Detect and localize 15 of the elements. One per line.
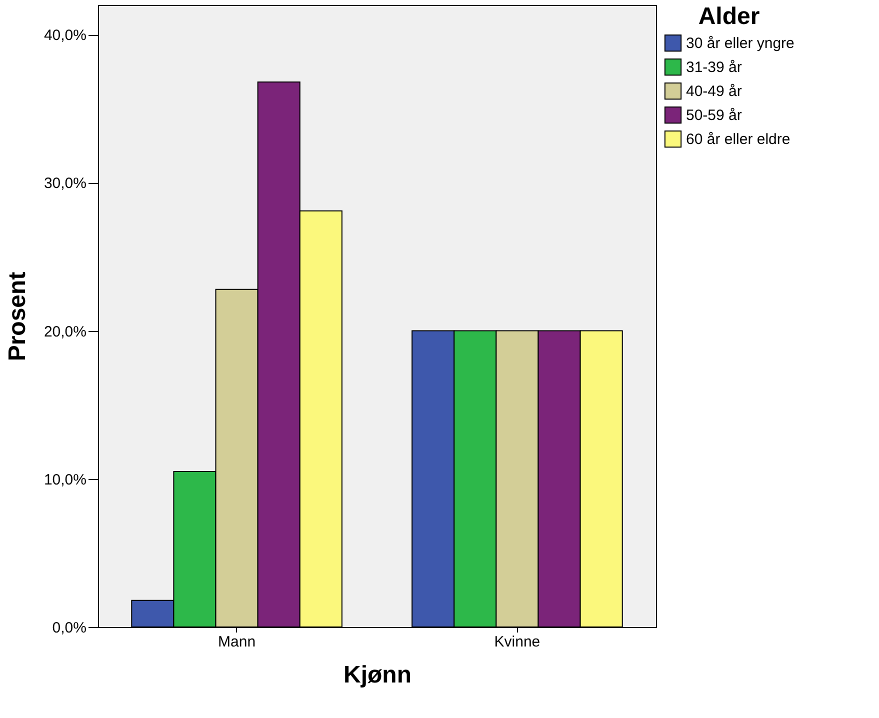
legend-label: 40-49 år: [686, 83, 742, 100]
legend-label: 60 år eller eldre: [686, 131, 790, 148]
legend-label: 50-59 år: [686, 107, 742, 124]
x-tick-label: Mann: [218, 634, 256, 650]
y-axis-title: Prosent: [4, 272, 31, 362]
x-axis-title: Kjønn: [344, 662, 412, 688]
y-tick-label: 20,0%: [44, 323, 86, 340]
legend-label: 31-39 år: [686, 59, 742, 76]
y-tick-label: 30,0%: [44, 175, 86, 192]
legend-title: Alder: [698, 3, 760, 30]
y-tick-label: 10,0%: [44, 471, 86, 488]
y-tick-label: 40,0%: [44, 27, 86, 44]
x-tick-label: Kvinne: [494, 634, 540, 650]
y-tick-label: 0,0%: [52, 620, 86, 636]
legend-label: 30 år eller yngre: [686, 35, 794, 52]
